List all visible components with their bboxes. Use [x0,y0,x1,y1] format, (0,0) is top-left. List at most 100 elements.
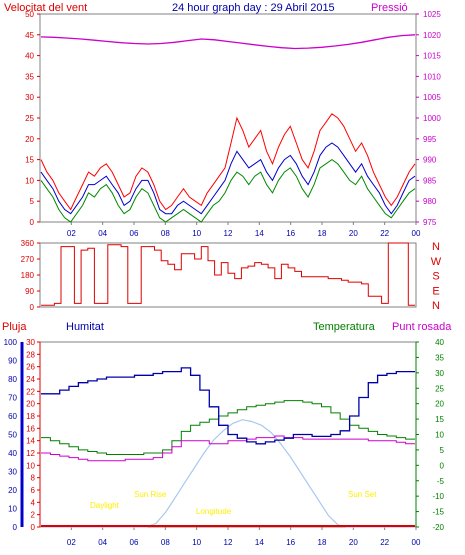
rain-y-tick-label: 12 [26,449,35,458]
temperature-y-tick-label: -10 [432,492,444,501]
dew-point-line [41,435,415,462]
rain-y-tick-label: 24 [26,375,35,384]
direction-y-tick-label: 0 [30,303,35,312]
humidity-y-tick-label: 40 [8,449,17,458]
wind-x-tick-label: 12 [224,229,233,238]
compass-label: N [432,241,440,253]
humidity-y-tick-label: 30 [8,468,17,477]
dew-point-legend-label: Punt rosada [392,321,452,333]
bottom-x-tick-label: 04 [98,538,107,547]
bottom-x-tick-label: 14 [255,538,264,547]
wind-x-tick-label: 10 [192,229,201,238]
wind-x-tick-label: 22 [380,229,389,238]
compass-label: E [432,285,439,297]
bottom-x-tick-label: 20 [349,538,358,547]
pressure-y-tick-label: 1005 [423,93,441,102]
wind-speed-label: Velocitat del vent [4,2,88,14]
pressure-y-tick-label: 985 [423,176,437,185]
temperature-y-tick-label: 30 [435,369,444,378]
pressure-y-tick-label: 995 [423,135,437,144]
wind-y-tick-label: 0 [30,218,35,227]
temperature-y-tick-label: 40 [435,338,444,347]
wind-y-tick-label: 30 [25,93,34,102]
rain-y-tick-label: 6 [31,486,36,495]
rain-y-tick-label: 22 [26,387,35,396]
bottom-x-tick-label: 08 [161,538,170,547]
wind-x-tick-label: 08 [161,229,170,238]
wind-y-tick-label: 45 [25,31,34,40]
daylight-annotation: Daylight [90,501,120,510]
wind-x-tick-label: 04 [98,229,107,238]
temperature-y-tick-label: 20 [435,400,444,409]
rain-legend-label: Pluja [2,321,27,333]
sunrise-annotation: Sun Rise [134,490,167,499]
pressure-label: Pressió [371,2,408,14]
temperature-line [41,400,415,455]
wind-y-tick-label: 15 [25,156,34,165]
wind-run-line [40,158,416,223]
wind-gust-line [40,113,416,211]
temperature-y-tick-label: 15 [435,415,444,424]
rain-y-tick-label: 2 [31,511,36,520]
bottom-x-tick-label: 02 [67,538,76,547]
pressure-y-tick-label: 1010 [423,72,441,81]
bottom-x-tick-label: 00 [412,538,421,547]
wind-y-tick-label: 50 [25,10,34,19]
rain-y-tick-label: 26 [26,363,35,372]
humidity-line [41,367,415,445]
temperature-legend-label: Temperatura [313,321,375,333]
pressure-y-tick-label: 1025 [423,10,441,19]
bottom-x-tick-label: 12 [224,538,233,547]
humidity-y-tick-label: 50 [8,431,17,440]
humidity-y-tick-label: 80 [8,375,17,384]
humidity-y-tick-label: 70 [8,394,17,403]
compass-label: S [432,271,439,283]
wind-x-tick-label: 14 [255,229,264,238]
rain-y-tick-label: 8 [31,474,36,483]
pressure-y-tick-label: 990 [423,156,437,165]
bottom-x-tick-label: 16 [286,538,295,547]
bottom-x-tick-label: 22 [380,538,389,547]
humidity-temperature-chart: 0102030405060708090100024681012141618202… [4,338,445,547]
temperature-y-tick-label: -15 [432,508,444,517]
rain-y-tick-label: 16 [26,424,35,433]
direction-y-tick-label: 360 [21,239,35,248]
temperature-y-tick-label: -5 [437,477,445,486]
humidity-y-tick-label: 60 [8,412,17,421]
wind-avg-line [40,142,416,215]
pressure-y-tick-label: 980 [423,197,437,206]
rain-y-tick-label: 20 [26,400,35,409]
humidity-y-tick-label: 100 [4,338,18,347]
pressure-y-tick-label: 1015 [423,52,441,61]
wind-y-tick-label: 5 [30,197,35,206]
solar-noon-annotation: Longitude [196,507,232,516]
compass-label: N [432,300,440,312]
humidity-legend-label: Humitat [66,321,104,333]
direction-y-tick-label: 90 [25,287,34,296]
rain-y-tick-label: 0 [31,523,36,532]
bottom-x-tick-label: 06 [130,538,139,547]
wind-y-tick-label: 40 [25,52,34,61]
graph-title: 24 hour graph day : 29 Abril 2015 [172,2,335,14]
sunset-annotation: Sun Set [348,490,377,499]
pressure-y-tick-label: 975 [423,218,437,227]
wind-y-tick-label: 25 [25,114,34,123]
wind-y-tick-label: 20 [25,135,34,144]
direction-plot-frame [39,242,417,308]
direction-y-tick-label: 270 [21,255,35,264]
wind-x-tick-label: 20 [349,229,358,238]
temperature-y-tick-label: 0 [440,461,445,470]
wind-x-tick-label: 16 [286,229,295,238]
temperature-y-tick-label: 25 [435,384,444,393]
rain-y-tick-label: 14 [26,437,35,446]
pressure-y-tick-label: 1020 [423,31,441,40]
rain-y-tick-label: 10 [26,461,35,470]
wind-plot-frame [39,13,417,223]
wind-x-tick-label: 02 [67,229,76,238]
wind-pressure-chart: 0510152025303540455097598098599099510001… [25,10,441,238]
compass-label: W [431,256,442,268]
temperature-y-tick-label: 5 [440,446,445,455]
